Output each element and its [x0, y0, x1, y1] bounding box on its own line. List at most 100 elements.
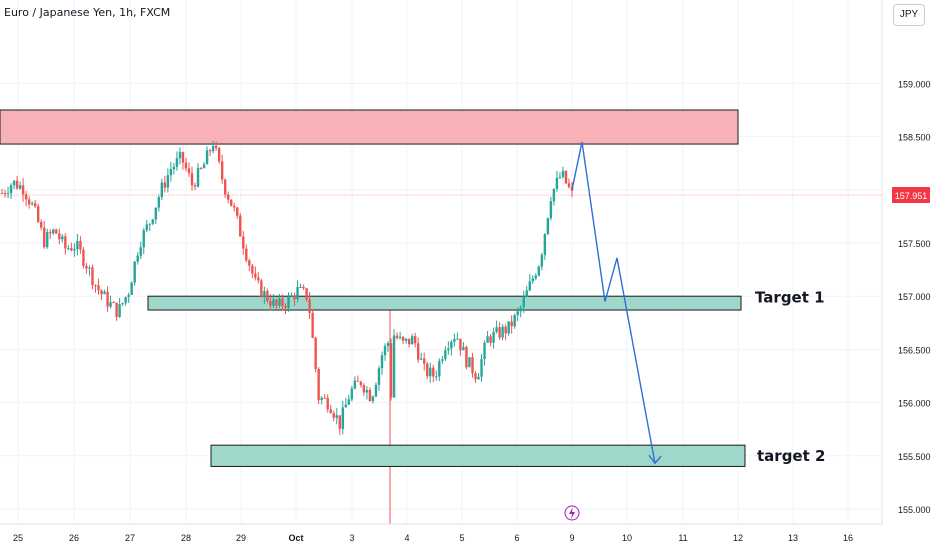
candle-body [260, 280, 263, 297]
candle-body [184, 162, 188, 169]
candle-body [501, 326, 504, 338]
y-tick-label: 157.000 [898, 292, 931, 302]
candle-body [73, 249, 76, 251]
x-tick-label: 6 [514, 533, 519, 543]
candle-body [233, 206, 236, 208]
candle-body [239, 215, 242, 237]
price-zones [0, 109, 746, 467]
y-tick-label: 156.000 [898, 399, 931, 409]
candle-body [214, 145, 218, 149]
candle-body [202, 164, 206, 169]
x-tick-label: 11 [678, 533, 687, 543]
candle-body [462, 346, 465, 351]
x-tick-label: 12 [733, 533, 743, 543]
candle-body [504, 326, 507, 334]
candle-body [510, 321, 513, 327]
candle-body [21, 185, 25, 195]
candle-body [205, 150, 209, 165]
candle-body [142, 230, 145, 248]
candle-body [549, 201, 553, 219]
candle-body [386, 343, 390, 347]
candle-body [145, 224, 148, 231]
candle-body [133, 261, 136, 283]
candle-body [109, 302, 112, 307]
candle-body [468, 357, 471, 368]
candle-body [513, 315, 516, 327]
candle-body [320, 397, 323, 401]
candle-body [30, 203, 34, 205]
candle-body [36, 206, 40, 222]
candle-body [287, 296, 290, 308]
x-tick-label: 9 [569, 533, 574, 543]
chart-title: Euro / Japanese Yen, 1h, FXCM [4, 6, 171, 19]
candle-body [296, 287, 299, 300]
candle-body [561, 170, 565, 177]
grid-lines [0, 0, 882, 524]
candle-body [208, 150, 212, 152]
candle-body [0, 192, 4, 194]
candle-body [522, 297, 525, 308]
candle-body [528, 281, 531, 291]
candle-body [169, 169, 173, 176]
candle-body [558, 176, 562, 178]
candle-body [552, 188, 556, 202]
target-2-label: target 2 [757, 447, 825, 465]
candle-body [344, 404, 348, 408]
currency-button[interactable]: JPY [893, 4, 925, 26]
x-tick-label: 3 [349, 533, 354, 543]
candle-body [392, 335, 396, 398]
candle-body [284, 306, 287, 308]
candle-body [245, 248, 248, 261]
candle-body [395, 335, 399, 339]
candle-body [230, 199, 233, 207]
candle-body [426, 363, 429, 377]
candle-body [24, 194, 28, 200]
candle-body [335, 415, 338, 418]
candle-body [401, 336, 405, 341]
candle-body [64, 236, 67, 249]
candle-body [407, 338, 411, 345]
candle-body [100, 290, 103, 295]
candle-body [308, 299, 311, 313]
candle-body [329, 409, 332, 414]
candle-body [151, 219, 154, 224]
x-tick-label: 13 [788, 533, 798, 543]
candle-body [124, 297, 127, 304]
candle-body [112, 302, 115, 304]
candle-body [251, 265, 254, 274]
candle-body [199, 168, 203, 170]
target-1-label: Target 1 [755, 288, 825, 306]
candle-body [498, 327, 501, 338]
candle-body [546, 218, 550, 234]
candle-body [27, 199, 31, 205]
x-tick-label: 27 [125, 533, 135, 543]
candlesticks [0, 140, 574, 436]
candle-body [555, 177, 559, 189]
candle-body [564, 170, 568, 184]
time-axis: 25 26 27 28 29 Oct 3 4 5 6 9 10 11 12 13 16 [0, 523, 882, 543]
target-2-zone [210, 444, 746, 467]
candle-body [416, 343, 420, 360]
resistance-zone [0, 109, 739, 145]
candle-body [543, 233, 547, 255]
candle-body [190, 173, 194, 186]
candle-body [404, 338, 408, 341]
candle-body [82, 249, 85, 266]
candle-body [456, 338, 459, 340]
last-price-tag [892, 187, 930, 204]
candle-body [136, 255, 139, 262]
candle-body [236, 207, 239, 216]
candle-body [115, 302, 118, 317]
candle-body [178, 152, 182, 159]
candle-body [130, 282, 133, 295]
candle-body [477, 376, 480, 380]
zone-labels: Target 1 target 2 [564, 288, 825, 521]
candle-body [302, 286, 305, 289]
candle-body [154, 207, 158, 220]
candle-body [49, 232, 52, 234]
candle-body [118, 304, 121, 317]
candle-body [121, 303, 124, 305]
candle-body [211, 145, 215, 152]
candle-body [483, 342, 486, 360]
